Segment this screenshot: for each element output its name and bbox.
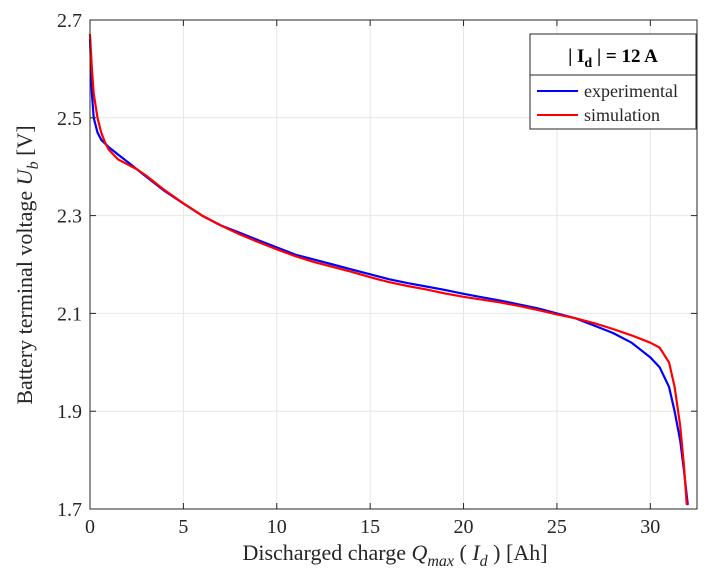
plot-frame (89, 19, 698, 510)
x-tick-label: 10 (267, 516, 287, 538)
axis-ticks: 0 5 10 15 20 25 30 1.7 1.9 2.1 2.3 2.5 2.7 (57, 10, 697, 538)
y-tick-label: 2.3 (57, 206, 82, 228)
legend: | Id | = 12 A experimental simulation (529, 33, 697, 130)
x-tick-label: 0 (85, 516, 95, 538)
legend-label-experimental: experimental (584, 81, 678, 101)
y-tick-label: 2.1 (57, 303, 82, 325)
legend-title: | Id | = 12 A (568, 46, 658, 71)
y-tick-label: 2.7 (57, 10, 82, 32)
x-axis-label: Discharged charge Qmax ( Id ) [Ah] (242, 540, 547, 570)
y-tick-label: 1.9 (57, 401, 82, 423)
series-line-experimental (88, 38, 689, 506)
y-tick-label: 2.5 (57, 108, 82, 130)
x-tick-label: 15 (360, 516, 380, 538)
x-tick-label: 25 (547, 516, 567, 538)
series-line-simulation (88, 33, 688, 506)
series-layer (88, 33, 689, 506)
y-tick-label: 1.7 (57, 499, 82, 521)
x-tick-label: 30 (640, 516, 660, 538)
legend-label-simulation: simulation (584, 105, 660, 125)
x-tick-label: 20 (454, 516, 474, 538)
legend-box (529, 33, 697, 130)
x-tick-label: 5 (178, 516, 188, 538)
y-axis-label: Battery terminal voltage Ub [V] (12, 125, 42, 404)
